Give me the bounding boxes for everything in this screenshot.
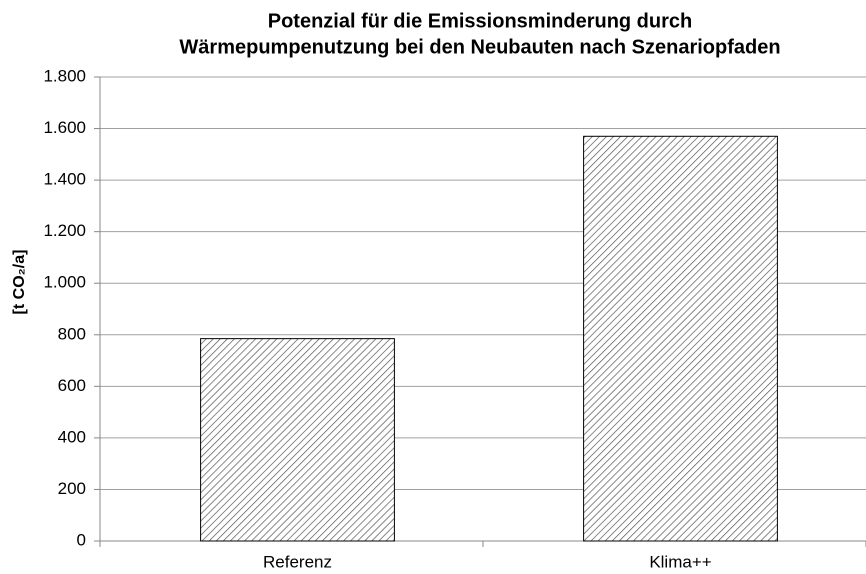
bar [200,338,395,542]
chart-title: Potenzial für die Emissionsminderung dur… [268,10,693,32]
y-tick-label: 1.400 [43,170,86,189]
bar [583,135,778,542]
y-tick-label: 800 [58,324,86,343]
y-tick-label: 1.600 [43,118,86,137]
y-tick-label: 1.000 [43,273,86,292]
y-axis-label: [t CO₂/a] [11,250,28,315]
y-tick-label: 1.800 [43,66,86,85]
x-tick-label: Referenz [263,552,332,571]
y-tick-label: 200 [58,479,86,498]
y-tick-label: 400 [58,427,86,446]
y-tick-label: 1.200 [43,221,86,240]
y-tick-label: 0 [77,530,86,549]
x-tick-label: Klima++ [649,552,711,571]
chart-title: Wärmepumpenutzung bei den Neubauten nach… [179,36,780,58]
y-tick-label: 600 [58,376,86,395]
